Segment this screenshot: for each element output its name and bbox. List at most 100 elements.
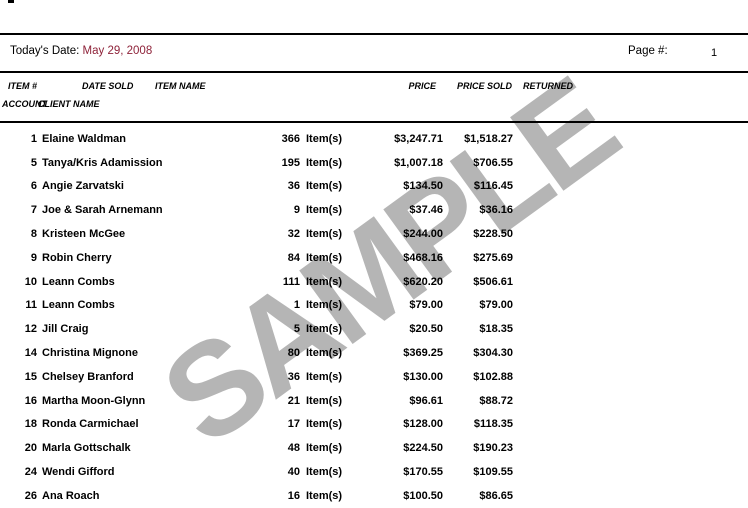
price-value: $96.61: [409, 394, 443, 407]
todays-date-value: May 29, 2008: [82, 45, 153, 57]
price-sold-value: $1,518.27: [464, 132, 513, 145]
items-unit-label: Item(s): [306, 275, 343, 288]
report-rows: 1 Elaine Waldman 36 6 Item(s) $3,247.71 $…: [0, 127, 748, 508]
column-header-returned: RETURNED: [523, 81, 574, 91]
header-top-rule: [0, 71, 748, 73]
client-name: Jill Craig: [42, 323, 89, 336]
table-row: 10 Leann Combs 111 Item(s) $620.20 $506.…: [0, 270, 748, 294]
table-row: 14 Christina Mignone 80 Item(s) $369.25 …: [0, 341, 748, 365]
item-count: 17: [287, 418, 300, 431]
table-row: 26 Ana Roach 16 Item(s) $100.50 $86.65: [0, 484, 748, 508]
price-value: $128.00: [403, 418, 443, 431]
table-row: 9 Robin Cherry 84 Item(s) $468.16 $275.6…: [0, 246, 748, 270]
items-unit-label: Item(s): [306, 347, 343, 360]
account-number: 5: [30, 156, 37, 169]
item-count: 32: [287, 228, 300, 241]
client-name: Elaine Waldman: [42, 132, 126, 145]
items-unit-label: Item(s): [306, 489, 343, 502]
client-name: Angie Zarvatski: [42, 180, 124, 193]
table-row: 8 Kristeen McGee 32 Item(s) $244.00 $228…: [0, 222, 748, 246]
account-number: 6: [30, 180, 37, 193]
table-row: 20 Marla Gottschalk 48 Item(s) $224.50 $…: [0, 436, 748, 460]
price-sold-value: $190.23: [473, 442, 513, 455]
table-row: 16 Martha Moon-Glynn 21 Item(s) $96.61 $…: [0, 389, 748, 413]
items-unit-label: Item(s): [306, 180, 343, 193]
price-sold-value: $304.30: [473, 347, 513, 360]
item-count: 9: [293, 204, 300, 217]
price-value: $620.20: [403, 275, 443, 288]
price-value: $369.25: [403, 347, 443, 360]
items-unit-label: Item(s): [306, 299, 343, 312]
item-count: 5: [293, 323, 300, 336]
item-count: 36: [287, 180, 300, 193]
client-name: Leann Combs: [42, 299, 115, 312]
client-name: Ana Roach: [42, 489, 100, 502]
price-value: $79.00: [409, 299, 443, 312]
item-count: 40: [287, 466, 300, 479]
account-number: 11: [25, 299, 37, 312]
column-header-account: ACCOUNT: [2, 99, 47, 109]
price-value: $468.16: [403, 251, 443, 264]
item-count: 36: [287, 370, 300, 383]
column-header-item-number: ITEM #: [8, 81, 38, 91]
column-header-client-name: CLIENT NAME: [38, 99, 100, 109]
items-unit-label: Item(s): [306, 370, 343, 383]
account-number: 14: [24, 347, 37, 360]
item-count: 195: [281, 156, 300, 169]
items-unit-label: Item(s): [306, 442, 343, 455]
item-count: 111: [282, 275, 300, 288]
items-unit-label: Item(s): [306, 132, 343, 145]
account-number: 26: [24, 489, 37, 502]
table-row: 18 Ronda Carmichael 17 Item(s) $128.00 $…: [0, 413, 748, 437]
price-sold-value: $79.00: [479, 299, 513, 312]
account-number: 7: [30, 204, 37, 217]
table-row: 1 Elaine Waldman 366 Item(s) $3,247.71 $…: [0, 127, 748, 151]
item-count: 21: [287, 394, 300, 407]
table-row: 7 Joe & Sarah Arnemann 9 Item(s) $37.46 …: [0, 198, 748, 222]
price-sold-value: $706.55: [473, 156, 513, 169]
table-row: 12 Jill Craig 5 Item(s) $20.50 $18.35: [0, 317, 748, 341]
price-value: $244.00: [403, 228, 443, 241]
price-value: $224.50: [403, 442, 443, 455]
table-row: 15 Chelsey Branford 36 Item(s) $130.00 $…: [0, 365, 748, 389]
items-unit-label: Item(s): [306, 204, 343, 217]
price-sold-value: $18.35: [479, 323, 513, 336]
price-value: $170.55: [403, 466, 443, 479]
price-sold-value: $88.72: [479, 394, 513, 407]
column-header-price-sold: PRICE SOLD: [457, 81, 513, 91]
items-unit-label: Item(s): [306, 394, 343, 407]
item-count: 1: [293, 299, 300, 312]
price-value: $3,247.71: [394, 132, 443, 145]
account-number: 9: [30, 251, 37, 264]
items-unit-label: Item(s): [306, 228, 343, 241]
screen-edge-artifact: [8, 0, 14, 3]
account-number: 18: [24, 418, 37, 431]
client-name: Martha Moon-Glynn: [42, 394, 146, 407]
item-count: 84: [287, 251, 300, 264]
table-row: 6 Angie Zarvatski 36 Item(s) $134.50 $11…: [0, 175, 748, 199]
account-number: 20: [24, 442, 37, 455]
price-value: $1,007.18: [394, 156, 443, 169]
todays-date: Today's Date: May 29, 2008: [10, 45, 152, 57]
price-value: $20.50: [409, 323, 443, 336]
client-name: Wendi Gifford: [42, 466, 115, 479]
item-count: 48: [287, 442, 300, 455]
items-unit-label: Item(s): [306, 466, 343, 479]
items-unit-label: Item(s): [306, 418, 343, 431]
item-count: 80: [287, 347, 300, 360]
price-sold-value: $116.45: [473, 180, 513, 193]
price-sold-value: $36.16: [479, 204, 513, 217]
price-value: $100.50: [403, 489, 443, 502]
items-unit-label: Item(s): [306, 251, 343, 264]
client-name: Tanya/Kris Adamission: [42, 156, 163, 169]
price-sold-value: $275.69: [473, 251, 513, 264]
account-number: 1: [30, 132, 37, 145]
price-sold-value: $109.55: [473, 466, 513, 479]
items-unit-label: Item(s): [306, 156, 343, 169]
todays-date-label: Today's Date:: [10, 45, 80, 57]
price-value: $134.50: [403, 180, 443, 193]
client-name: Robin Cherry: [42, 251, 112, 264]
account-number: 8: [30, 228, 37, 241]
account-number: 15: [24, 370, 37, 383]
